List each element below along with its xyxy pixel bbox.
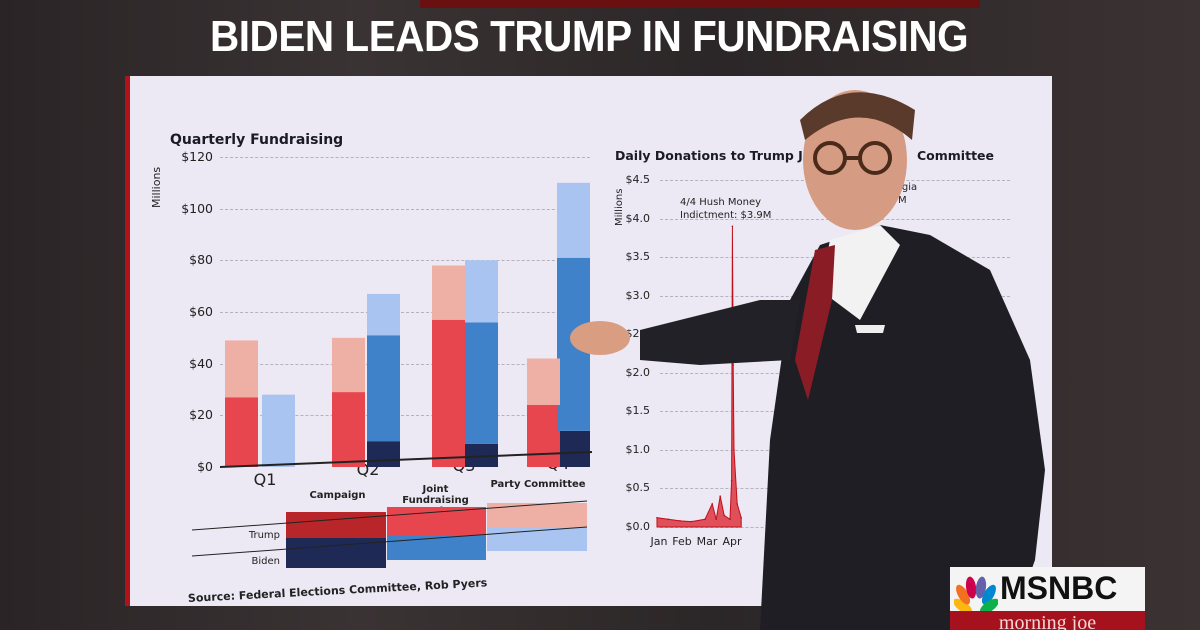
daily-point	[679, 520, 681, 522]
legend-line	[191, 500, 588, 531]
presenter-shirt	[820, 225, 900, 320]
daily-x-tick-label: Feb	[672, 535, 692, 548]
daily-point	[731, 225, 734, 228]
bar-trump-Q2-1	[332, 392, 365, 467]
y-tick-label: $20	[189, 407, 213, 423]
annotation-georgia-partial: rgia M	[898, 181, 917, 207]
bar-biden-Q4-2	[557, 182, 590, 258]
legend-col-campaign: Campaign	[309, 490, 366, 501]
bar-trump-Q1-1	[225, 397, 258, 467]
y-tick-label: $100	[181, 200, 213, 216]
bar-trump-Q3-1	[432, 319, 465, 467]
daily-chart-title-right: Committee	[917, 148, 995, 163]
bar-biden-Q2-1	[367, 335, 400, 442]
legend-swatch-biden-jfc	[387, 535, 486, 560]
bar-biden-Q2-0	[367, 441, 400, 467]
y-tick-label: $60	[189, 304, 213, 319]
y-tick-label: $120	[181, 149, 213, 164]
daily-y-tick-label: $3.0	[625, 288, 651, 302]
daily-point	[730, 479, 733, 482]
legend-line	[191, 526, 588, 557]
legend-row-biden: Biden	[251, 556, 280, 567]
daily-chart-title-left: Daily Donations to Trump J	[615, 148, 803, 163]
bar-biden-Q4-0	[557, 430, 590, 467]
gridline	[220, 260, 590, 262]
y-tick-label: $80	[189, 252, 213, 268]
daily-y-tick-label: $0.5	[625, 481, 651, 495]
network-name: MSNBC	[1000, 570, 1118, 606]
daily-point	[690, 520, 692, 523]
daily-point	[729, 518, 731, 521]
daily-y-tick-label: $1.5	[625, 404, 651, 418]
daily-y-tick-label: $0.0	[625, 520, 651, 533]
gridline	[220, 415, 590, 417]
x-label-q1: Q1	[253, 470, 277, 489]
daily-x-tick-label: Mar	[696, 535, 718, 548]
legend-col-party: Party Committee	[490, 479, 586, 490]
bar-trump-Q1-2	[225, 340, 258, 398]
bar-trump-Q4-2	[527, 358, 560, 405]
presenter-suit	[760, 225, 1045, 630]
daily-y-tick-label: $2.0	[625, 365, 651, 379]
presenter-hair	[800, 92, 915, 140]
bar-biden-Q3-2	[465, 260, 498, 323]
daily-x-tick-label: Apr	[722, 535, 742, 548]
quarterly-chart-title: Quarterly Fundraising	[170, 132, 344, 148]
y-tick-label: $40	[189, 355, 213, 371]
daily-y-tick-label: $4.0	[625, 211, 651, 225]
daily-y-tick-label: $3.5	[625, 250, 651, 264]
peacock-icon	[954, 576, 998, 611]
daily-point	[740, 516, 742, 519]
daily-point	[736, 503, 738, 505]
gridline	[220, 312, 590, 313]
show-name: morning joe	[950, 611, 1145, 630]
annotation-line1: 4/4 Hush Money	[680, 197, 762, 208]
annotation-hush-money: 4/4 Hush Money Indictment: $3.9M	[680, 196, 771, 222]
top-banner	[420, 0, 980, 8]
daily-point	[723, 514, 725, 517]
daily-point	[733, 449, 735, 451]
daily-point	[719, 495, 721, 497]
daily-y-tick-label: $4.5	[625, 173, 651, 186]
annotation-line2: Indictment: $3.9M	[680, 210, 772, 221]
gridline	[220, 208, 590, 210]
daily-point	[667, 518, 669, 521]
presenter-arm	[640, 300, 800, 365]
bar-biden-Q2-2	[367, 293, 400, 336]
daily-point	[704, 518, 706, 521]
daily-point	[711, 503, 713, 505]
daily-point	[715, 518, 717, 521]
gridline	[220, 157, 590, 158]
headline: BIDEN LEADS TRUMP IN FUNDRAISING	[210, 12, 969, 61]
pocket-square	[855, 325, 885, 333]
legend-row-trump: Trump	[248, 530, 280, 541]
daily-x-tick-label: Jan	[650, 535, 668, 548]
glasses-icon	[813, 141, 892, 175]
bar-trump-Q2-2	[332, 337, 365, 393]
bar-biden-Q3-1	[465, 322, 498, 444]
presenter-tie	[795, 245, 835, 400]
daily-point	[732, 364, 734, 366]
msnbc-logo: MSNBC	[950, 567, 1145, 611]
bar-biden-Q1-2	[262, 394, 295, 467]
annotation-line2: M	[898, 195, 907, 206]
gridline	[220, 363, 590, 365]
presenter-hand	[570, 321, 630, 355]
bar-biden-Q3-0	[465, 443, 498, 467]
bar-trump-Q4-1	[527, 405, 560, 467]
annotation-line1: rgia	[898, 182, 918, 193]
bar-trump-Q3-2	[432, 265, 465, 320]
daily-point	[656, 516, 658, 519]
x-axis	[219, 451, 593, 468]
daily-y-tick-label: $1.0	[625, 442, 651, 456]
legend-swatch-trump-campaign	[286, 512, 386, 538]
y-tick-label: $0	[197, 459, 213, 474]
